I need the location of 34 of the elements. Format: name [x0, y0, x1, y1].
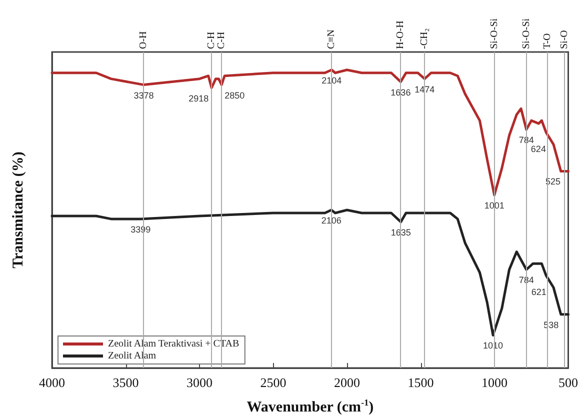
annotation: 1474: [414, 84, 435, 94]
x-tick-label: 500: [558, 375, 578, 390]
annotation: 2918: [188, 93, 209, 104]
annotation: 1636: [390, 87, 411, 98]
ref-line-label: Si-O-Si: [520, 18, 532, 49]
ref-line-label: Si-O-Si: [488, 18, 500, 49]
x-tick-label: 2500: [260, 375, 286, 390]
x-tick-label: 4000: [39, 375, 65, 390]
legend-label: Zeolit Alam: [108, 350, 156, 362]
ref-line-label: -CH₂: [419, 28, 430, 49]
annotation: 3378: [134, 90, 154, 100]
ref-line-label: C-H: [206, 32, 218, 49]
annotation: 3399: [130, 224, 151, 234]
annotation: 1010: [483, 340, 504, 351]
annotation: 2106: [321, 216, 342, 226]
legend-label: Zeolit Alam Teraktivasi + CTAB: [108, 338, 240, 350]
x-tick-label: 3500: [112, 375, 139, 390]
annotation: 1001: [484, 200, 504, 211]
x-tick-label: 2000: [334, 375, 360, 390]
x-tick-label: 3000: [186, 375, 212, 390]
y-axis-title: Transmitance (%): [10, 152, 26, 268]
annotation: 2104: [322, 75, 342, 86]
annotation: 2850: [224, 90, 245, 100]
ref-line-label: C≡N: [326, 29, 338, 49]
annotation: 621: [531, 287, 546, 298]
ref-line-label: T-O: [542, 33, 554, 49]
ref-line-label: H-O-H: [395, 20, 406, 49]
annotation: 624: [530, 144, 546, 154]
ref-line-label: C-H: [216, 32, 228, 49]
annotation: 1635: [390, 227, 411, 238]
ref-line-label: O-H: [138, 31, 150, 49]
x-tick-label: 1500: [408, 375, 434, 390]
x-tick-label: 1000: [482, 375, 508, 390]
ref-line-label: Si-O: [559, 30, 570, 49]
